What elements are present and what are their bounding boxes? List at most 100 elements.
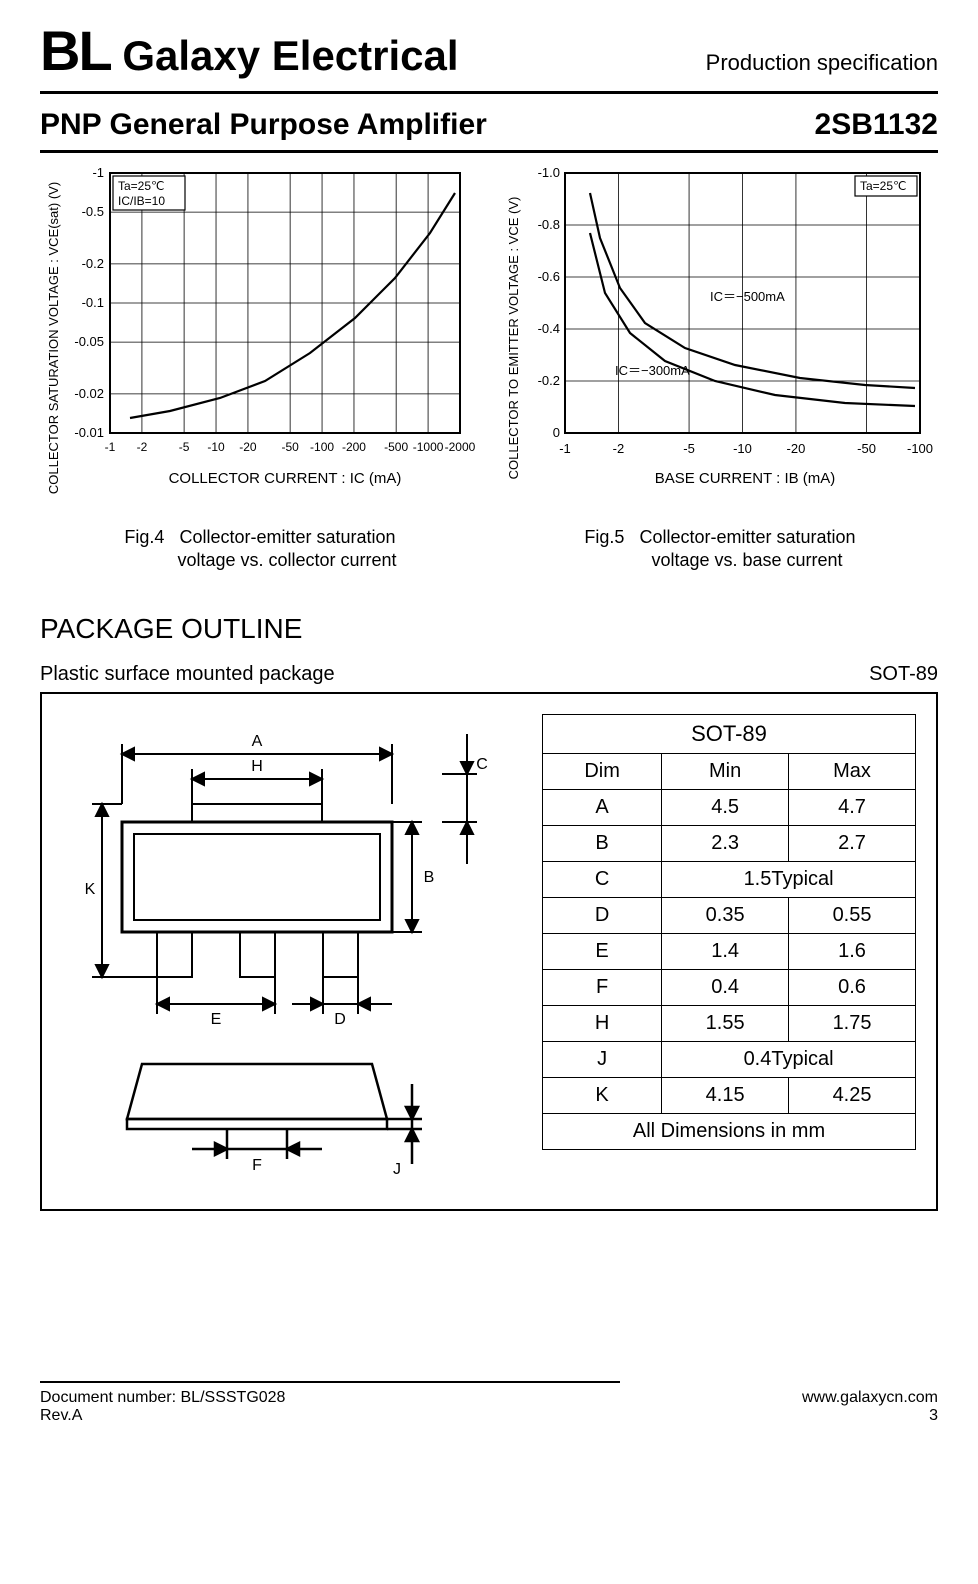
table-footer: All Dimensions in mm	[543, 1113, 916, 1149]
fig4-xlabel: COLLECTOR CURRENT : IC (mA)	[169, 470, 402, 487]
table-row: C1.5Typical	[543, 861, 916, 897]
pkg-dim-label-a: A	[252, 733, 263, 750]
fig4-caption: Fig.4 Collector-emitter saturation volta…	[40, 526, 480, 573]
fig4-cap1: Collector-emitter saturation	[179, 527, 395, 547]
fig4-chart: COLLECTOR SATURATION VOLTAGE : VCE(sat) …	[40, 163, 480, 513]
fig4-xtick: -50	[281, 440, 299, 454]
part-number: 2SB1132	[815, 108, 938, 142]
pkg-dim-label-d: D	[334, 1011, 346, 1028]
dim-cell: F	[543, 969, 662, 1005]
pkg-dim-label-f: F	[252, 1157, 262, 1174]
dim-cell: D	[543, 897, 662, 933]
fig5-ytick: -0.8	[538, 217, 560, 232]
dim-cell: C	[543, 861, 662, 897]
product-title: PNP General Purpose Amplifier	[40, 108, 487, 142]
fig4-ytick: -0.2	[82, 256, 104, 271]
fig5-fignum: Fig.5	[584, 527, 624, 547]
fig5-ytick: -0.2	[538, 373, 560, 388]
package-outline-box: A H K	[40, 692, 938, 1211]
min-cell: 1.4	[662, 933, 789, 969]
fig4-xtick: -500	[384, 440, 408, 454]
footer-divider	[40, 1381, 620, 1383]
divider	[40, 91, 938, 94]
pkg-dim-label-e: E	[211, 1011, 222, 1028]
fig5-container: COLLECTOR TO EMITTER VOLTAGE : VCE (V) T…	[500, 163, 940, 573]
dim-cell: K	[543, 1077, 662, 1113]
dim-cell: J	[543, 1041, 662, 1077]
pkg-dim-label-h: H	[251, 758, 263, 775]
max-cell: 2.7	[789, 825, 916, 861]
fig5-note: Ta=25℃	[860, 179, 907, 193]
fig5-annot2: IC＝−300mA	[615, 363, 690, 378]
fig5-cap1: Collector-emitter saturation	[639, 527, 855, 547]
max-cell: 0.6	[789, 969, 916, 1005]
brand: BL Galaxy Electrical	[40, 18, 459, 83]
max-cell: 1.6	[789, 933, 916, 969]
fig5-caption: Fig.5 Collector-emitter saturation volta…	[500, 526, 940, 573]
table-title: SOT-89	[543, 714, 916, 753]
spec-label: Production specification	[706, 50, 938, 76]
dim-cell: E	[543, 933, 662, 969]
fig5-xtick: -1	[559, 441, 571, 456]
min-cell: 4.15	[662, 1077, 789, 1113]
pkg-dim-label-b: B	[424, 869, 435, 886]
pkg-dim-label-c: C	[476, 756, 488, 773]
dimensions-table: SOT-89 DimMinMax A4.54.7B2.32.7C1.5Typic…	[542, 714, 916, 1150]
page-footer: Document number: BL/SSSTG028 www.galaxyc…	[40, 1381, 938, 1425]
table-row: K4.154.25	[543, 1077, 916, 1113]
fig5-xtick: -20	[787, 441, 806, 456]
table-row: J0.4Typical	[543, 1041, 916, 1077]
table-row: D0.350.55	[543, 897, 916, 933]
package-desc: Plastic surface mounted package	[40, 663, 335, 686]
fig4-ytick: -0.5	[82, 204, 104, 219]
fig4-ytick: -0.1	[82, 295, 104, 310]
table-row: E1.41.6	[543, 933, 916, 969]
fig4-note2: IC/IB=10	[118, 194, 165, 208]
package-subheader: Plastic surface mounted package SOT-89	[40, 663, 938, 686]
table-header-cell: Max	[789, 753, 916, 789]
fig4-container: COLLECTOR SATURATION VOLTAGE : VCE(sat) …	[40, 163, 480, 573]
fig4-xtick: -200	[342, 440, 366, 454]
footer-url: www.galaxycn.com	[802, 1389, 938, 1407]
pkg-dim-label-k: K	[85, 881, 96, 898]
fig4-xtick: -1000	[413, 440, 444, 454]
table-header-cell: Min	[662, 753, 789, 789]
fig5-xtick: -10	[733, 441, 752, 456]
fig4-xtick: -2	[137, 440, 148, 454]
fig4-xtick: -5	[179, 440, 190, 454]
min-cell: 2.3	[662, 825, 789, 861]
table-row: H1.551.75	[543, 1005, 916, 1041]
max-cell: 4.25	[789, 1077, 916, 1113]
table-header-cell: Dim	[543, 753, 662, 789]
fig4-cap2: voltage vs. collector current	[177, 550, 396, 570]
divider	[40, 150, 938, 153]
title-row: PNP General Purpose Amplifier 2SB1132	[40, 108, 938, 142]
fig5-xtick: -50	[857, 441, 876, 456]
max-cell: 4.7	[789, 789, 916, 825]
fig5-ytick: -0.6	[538, 269, 560, 284]
min-cell: 4.5	[662, 789, 789, 825]
pkg-dim-label-j: J	[393, 1161, 401, 1178]
dim-cell: H	[543, 1005, 662, 1041]
fig5-annot1: IC＝−500mA	[710, 289, 785, 304]
fig4-note1: Ta=25℃	[118, 179, 165, 193]
fig5-ylabel: COLLECTOR TO EMITTER VOLTAGE : VCE (V)	[506, 197, 521, 480]
fig5-xlabel: BASE CURRENT : IB (mA)	[655, 470, 836, 487]
fig5-ytick: 0	[553, 425, 560, 440]
fig4-ytick: -0.01	[74, 425, 104, 440]
fig5-xtick: -100	[907, 441, 933, 456]
fig4-xtick: -20	[239, 440, 257, 454]
fig5-xtick: -5	[683, 441, 695, 456]
fig4-xtick: -10	[207, 440, 225, 454]
brand-prefix: BL	[40, 19, 111, 82]
table-row: F0.40.6	[543, 969, 916, 1005]
max-cell: 0.55	[789, 897, 916, 933]
dim-cell: B	[543, 825, 662, 861]
table-row: B2.32.7	[543, 825, 916, 861]
fig4-ytick: -1	[92, 165, 104, 180]
fig5-ytick: -1.0	[538, 165, 560, 180]
page-number: 3	[929, 1407, 938, 1425]
typ-cell: 0.4Typical	[662, 1041, 916, 1077]
fig5-xtick: -2	[613, 441, 625, 456]
page-header: BL Galaxy Electrical Production specific…	[40, 18, 938, 83]
